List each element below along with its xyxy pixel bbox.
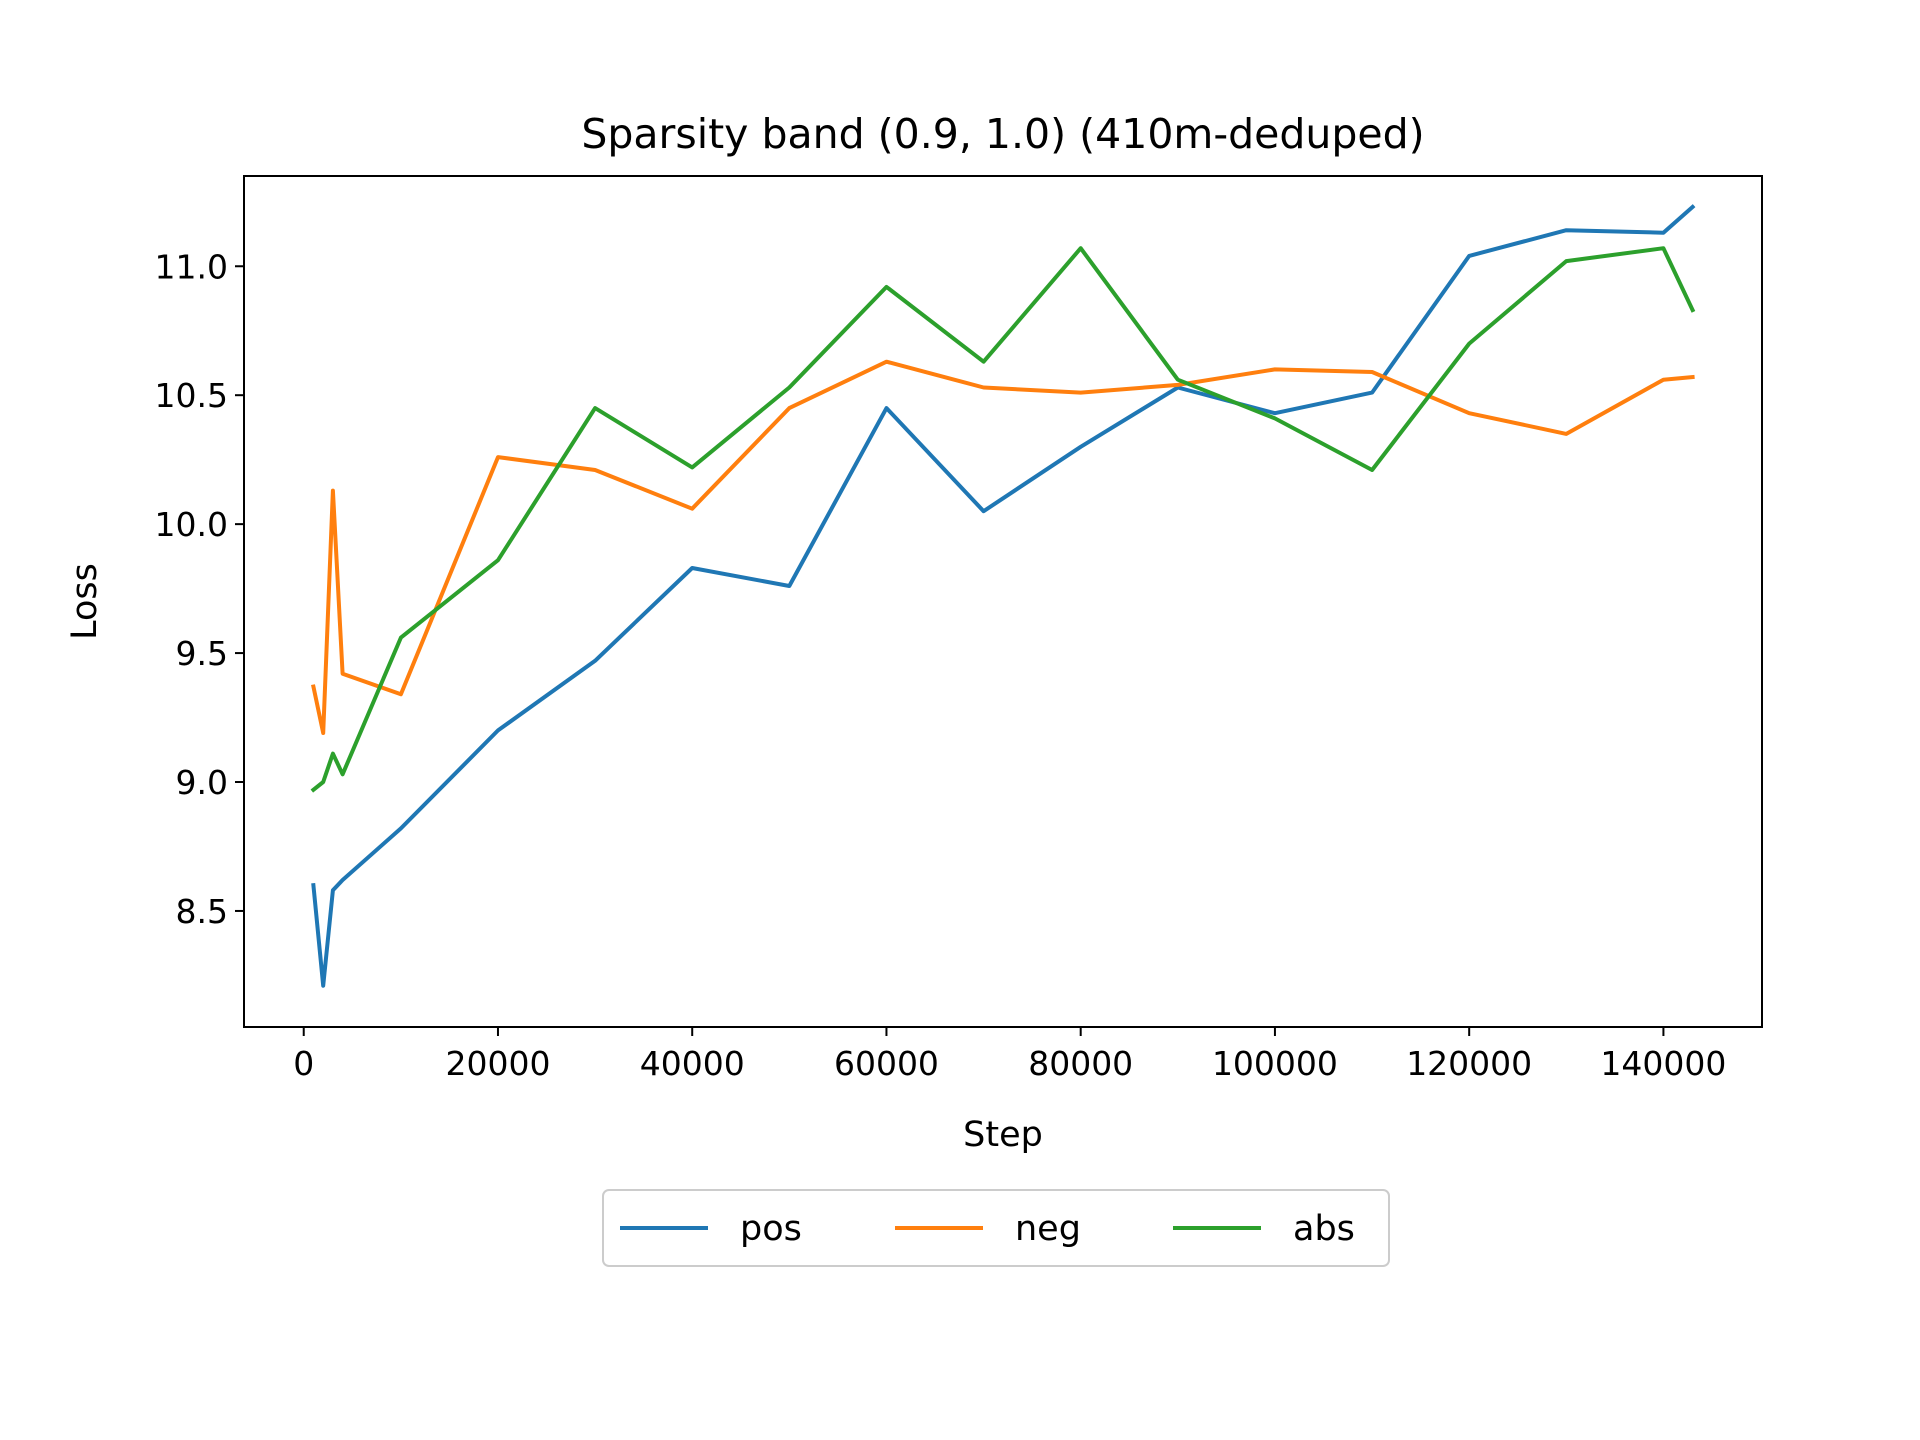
x-tick-label: 20000 <box>445 1044 550 1083</box>
x-tick-label: 140000 <box>1600 1044 1726 1083</box>
y-tick-label: 9.0 <box>176 763 228 802</box>
legend-box <box>602 1189 1390 1267</box>
y-tick-label: 9.5 <box>176 634 228 673</box>
x-tick-label: 120000 <box>1406 1044 1532 1083</box>
plot-area-frame <box>243 175 1763 1028</box>
legend: pos neg abs <box>602 1189 1390 1267</box>
x-tick-label: 0 <box>293 1044 314 1083</box>
y-tick-label: 11.0 <box>155 247 228 286</box>
y-axis-title: Loss <box>65 563 105 640</box>
series-line-pos <box>311 204 1696 988</box>
x-axis-title: Step <box>963 1115 1043 1155</box>
y-tick-label: 10.5 <box>155 376 228 415</box>
x-tick-label: 100000 <box>1212 1044 1338 1083</box>
y-tick-label: 10.0 <box>155 505 228 544</box>
series-line-abs <box>310 246 1696 793</box>
x-axis: 0 20000 40000 60000 80000 100000 120000 140000 <box>293 1027 1726 1083</box>
series-layer <box>310 204 1696 988</box>
y-axis: 8.5 9.0 9.5 10.0 10.5 11.0 <box>155 247 244 931</box>
y-tick-label: 8.5 <box>176 892 228 931</box>
x-tick-label: 60000 <box>834 1044 939 1083</box>
series-line-neg <box>311 359 1695 735</box>
legend-label-neg: neg <box>1015 1209 1081 1249</box>
legend-label-abs: abs <box>1293 1209 1355 1249</box>
x-tick-label: 80000 <box>1028 1044 1133 1083</box>
x-tick-label: 40000 <box>640 1044 745 1083</box>
chart-title: Sparsity band (0.9, 1.0) (410m-deduped) <box>581 110 1424 158</box>
legend-label-pos: pos <box>740 1209 802 1249</box>
